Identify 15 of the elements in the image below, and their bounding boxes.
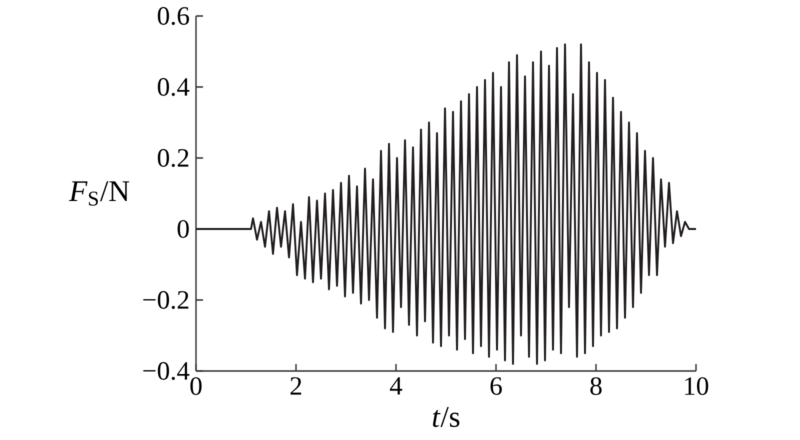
y-axis-title: F$_{S}$/N bbox=[68, 181, 130, 206]
x-axis-title: t/s bbox=[432, 407, 460, 428]
y-tick-label: 0.2 bbox=[158, 149, 188, 167]
y-tick-label: −0.2 bbox=[143, 291, 188, 309]
x-tick-label: 2 bbox=[290, 377, 302, 395]
x-tick-label: 6 bbox=[490, 377, 502, 395]
y-tick-label: −0.4 bbox=[143, 362, 190, 380]
x-tick-label: 8 bbox=[590, 377, 602, 395]
y-tick-label: 0.6 bbox=[158, 7, 190, 25]
y-tick-label: 0.4 bbox=[158, 78, 190, 96]
line-series bbox=[195, 43, 697, 365]
x-tick-label: 10 bbox=[685, 377, 708, 395]
y-tick-label: 0 bbox=[178, 220, 189, 238]
x-tick-label: 4 bbox=[390, 377, 402, 395]
x-tick-label: 0 bbox=[190, 377, 202, 395]
